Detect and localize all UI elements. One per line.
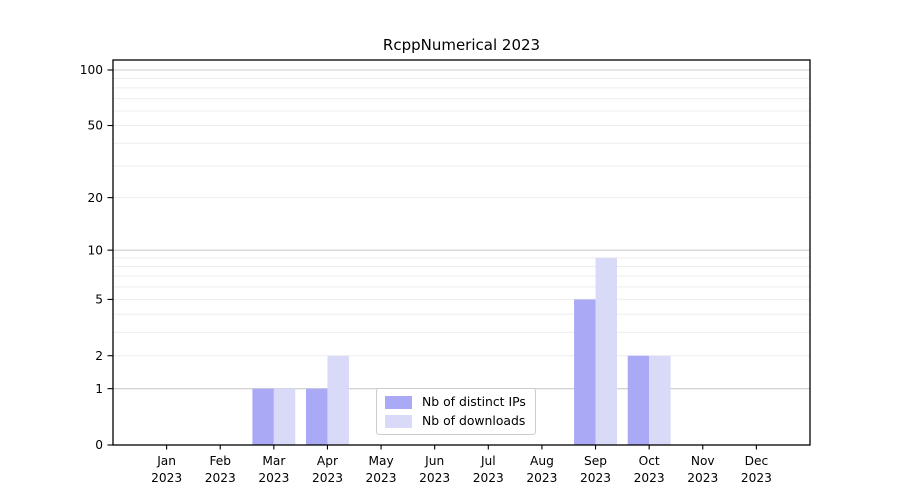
x-tick-label-year: 2023	[580, 471, 611, 485]
legend-item: Nb of downloads	[385, 414, 526, 428]
y-tick-label: 20	[87, 191, 103, 205]
bar-distinct-ips	[252, 388, 274, 445]
legend-label: Nb of downloads	[422, 413, 526, 428]
x-tick-label-year: 2023	[366, 471, 397, 485]
legend: Nb of distinct IPs Nb of downloads	[376, 388, 536, 435]
legend-label: Nb of distinct IPs	[422, 394, 526, 409]
x-tick-label-month: Jul	[480, 454, 496, 468]
x-tick-label-year: 2023	[205, 471, 236, 485]
x-tick-label-month: Mar	[262, 454, 286, 468]
plot-frame	[112, 59, 811, 446]
x-tick-label-year: 2023	[312, 471, 343, 485]
x-tick-label-year: 2023	[419, 471, 450, 485]
x-tick-label-year: 2023	[687, 471, 718, 485]
x-tick-label-month: Apr	[317, 454, 339, 468]
legend-swatch	[385, 395, 412, 409]
x-tick-label-month: Nov	[691, 454, 715, 468]
x-tick-label-month: Sep	[584, 454, 607, 468]
x-tick-label-year: 2023	[634, 471, 665, 485]
x-tick-label-month: Jan	[156, 454, 176, 468]
bar-downloads	[327, 355, 349, 445]
x-tick-label-month: Jun	[424, 454, 444, 468]
chart-title: RcppNumerical 2023	[382, 36, 541, 54]
bar-distinct-ips	[627, 355, 650, 445]
x-tick-label-year: 2023	[258, 471, 289, 485]
bar-downloads	[649, 355, 671, 445]
y-tick-label: 10	[87, 243, 103, 257]
legend-item: Nb of distinct IPs	[385, 395, 526, 409]
bar-downloads	[595, 257, 617, 445]
x-tick-label-year: 2023	[741, 471, 772, 485]
x-tick-label-year: 2023	[151, 471, 182, 485]
bar-downloads	[273, 388, 296, 445]
x-tick-label-month: Aug	[530, 454, 554, 468]
x-tick-label-year: 2023	[526, 471, 557, 485]
y-tick-label: 50	[87, 119, 103, 133]
x-tick-label-month: Oct	[639, 454, 660, 468]
y-tick-label: 100	[80, 63, 103, 77]
y-tick-label: 1	[95, 382, 103, 396]
y-tick-label: 0	[95, 438, 103, 452]
legend-swatch	[385, 414, 412, 428]
bar-distinct-ips	[306, 388, 328, 445]
y-tick-label: 5	[95, 293, 103, 307]
bar-distinct-ips	[574, 299, 596, 445]
x-tick-label-month: May	[368, 454, 393, 468]
x-tick-label-month: Feb	[209, 454, 231, 468]
y-tick-label: 2	[95, 349, 103, 363]
x-tick-label-month: Dec	[745, 454, 769, 468]
x-tick-label-year: 2023	[473, 471, 504, 485]
